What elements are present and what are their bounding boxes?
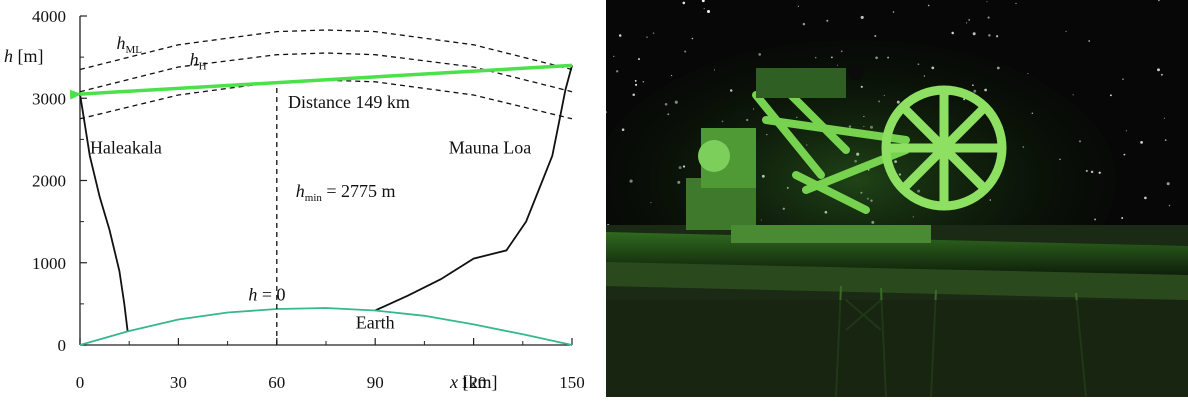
star (1122, 78, 1124, 80)
series-laser-beam (69, 63, 573, 100)
star (1125, 130, 1127, 132)
y-tick-label: 4000 (32, 7, 66, 26)
annotation: Earth (356, 313, 395, 333)
star (635, 83, 638, 86)
y-tick-label: 0 (58, 336, 67, 355)
star (1065, 30, 1067, 33)
star (1144, 196, 1147, 200)
star (691, 37, 694, 40)
star (1123, 153, 1126, 156)
star (1015, 2, 1017, 5)
star (1157, 68, 1160, 72)
telescope-night-photo (606, 0, 1188, 397)
star (684, 50, 687, 53)
star (1109, 94, 1112, 97)
star (670, 74, 673, 77)
labels: h [m] x [km] Distance 149 km Haleakala Mauna… (4, 33, 531, 392)
series-earth (79, 307, 573, 346)
y-tick-label: 2000 (32, 172, 66, 191)
star (701, 0, 705, 3)
star (637, 58, 641, 61)
x-tick-label: 0 (76, 373, 85, 392)
series-h-h (79, 52, 573, 93)
star (642, 81, 645, 83)
star (706, 9, 711, 14)
x-axis-label: x [km] (449, 372, 498, 392)
x-tick-label: 30 (170, 373, 187, 392)
plot-area (69, 29, 573, 346)
series-h-ml (79, 29, 573, 71)
star (1088, 40, 1091, 42)
star (802, 22, 806, 26)
series-haleakala (79, 93, 129, 332)
star (646, 36, 648, 38)
x-tick-label: 120 (461, 373, 487, 392)
star (1158, 0, 1160, 2)
star (618, 34, 622, 37)
star (826, 19, 829, 22)
x-tick-label: 150 (559, 373, 585, 392)
chart-svg: 0 30 60 90 120 150 0 1000 2000 3000 4000 h [m] x [k… (4, 7, 585, 392)
star (874, 34, 877, 38)
star (613, 55, 615, 58)
star (966, 22, 968, 24)
annotation: Distance 149 km (288, 92, 410, 112)
star (860, 15, 864, 19)
star (1027, 73, 1029, 75)
star (1166, 182, 1170, 186)
y-tick-label: 1000 (32, 254, 66, 273)
star (1121, 217, 1124, 219)
series-mauna-loa (374, 65, 573, 312)
star (634, 80, 637, 82)
annotation: hML (116, 33, 142, 56)
star (986, 1, 988, 3)
star (1163, 117, 1165, 119)
star (1160, 73, 1163, 76)
star (1168, 204, 1171, 207)
x-tick-label: 60 (268, 373, 285, 392)
telescope-photo-illustration (606, 0, 1188, 397)
star (1164, 139, 1167, 141)
star (797, 5, 799, 7)
axes: 0 30 60 90 120 150 0 1000 2000 3000 4000 (32, 7, 585, 392)
y-tick-label: 3000 (32, 89, 66, 108)
altitude-profile-chart: 0 30 60 90 120 150 0 1000 2000 3000 4000 h [m] x [k… (0, 0, 600, 397)
star (682, 1, 686, 5)
annotation: Mauna Loa (449, 137, 531, 157)
star (892, 11, 895, 13)
star (995, 35, 999, 38)
star (1072, 94, 1074, 96)
star (927, 4, 930, 7)
annotation: Haleakala (90, 137, 162, 157)
annotation: h = 0 (248, 285, 285, 305)
star (632, 93, 635, 97)
annotation: hH (190, 49, 207, 72)
star (968, 18, 971, 21)
x-tick-label: 90 (367, 373, 384, 392)
star (1140, 141, 1143, 144)
star (652, 32, 655, 34)
star (703, 8, 705, 10)
star (606, 111, 608, 114)
star (988, 34, 991, 37)
star (951, 31, 954, 35)
series-lower-limit (79, 79, 573, 120)
star (972, 32, 976, 36)
telescope-ring (881, 85, 1007, 211)
y-axis-label: h [m] (4, 46, 44, 66)
annotation: hmin = 2775 m (296, 181, 396, 204)
star (987, 16, 990, 19)
star (616, 70, 619, 73)
